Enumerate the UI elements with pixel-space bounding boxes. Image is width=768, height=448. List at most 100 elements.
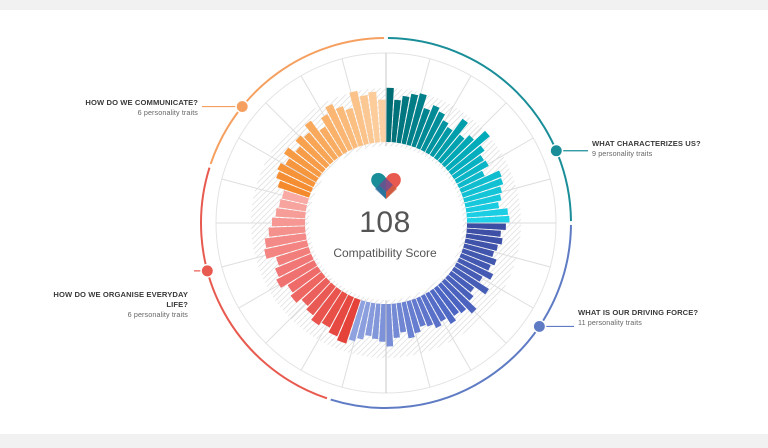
- chart-bar: [396, 95, 410, 144]
- connector-dot: [532, 319, 547, 334]
- chart-bar: [391, 99, 401, 143]
- chart-bar: [465, 202, 500, 213]
- chart-bar: [401, 93, 419, 145]
- chart-bar: [277, 180, 311, 198]
- chart-bar: [345, 107, 364, 147]
- category-label-driving-force: WHAT IS OUR DRIVING FORCE? 11 personalit…: [578, 308, 728, 328]
- chart-bar: [457, 170, 485, 189]
- chart-bar: [321, 291, 348, 328]
- chart-bar: [466, 228, 501, 237]
- chart-bar: [433, 118, 468, 161]
- category-label-characterizes: WHAT CHARACTERIZES US? 9 personality tra…: [592, 139, 742, 159]
- chart-bar: [454, 262, 483, 282]
- heart-lower-left: [375, 185, 386, 199]
- chart-bar: [420, 294, 442, 329]
- chart-bar: [463, 186, 503, 203]
- category-subtitle: 6 personality traits: [137, 108, 198, 117]
- chart-bar: [275, 253, 314, 277]
- chart-bar: [365, 302, 376, 337]
- chart-bar: [311, 287, 342, 326]
- chart-bar: [368, 91, 380, 143]
- chart-bar: [303, 132, 334, 165]
- chart-bar: [371, 303, 381, 340]
- chart-bar: [304, 120, 339, 161]
- chart-bar: [359, 94, 375, 144]
- compatibility-score: 108: [359, 206, 411, 239]
- chart-bar: [466, 208, 509, 218]
- chart-bar: [464, 238, 498, 251]
- chart-bar: [386, 87, 394, 143]
- chart-bar: [445, 274, 474, 301]
- chart-bar: [321, 114, 348, 155]
- chart-bar: [335, 106, 358, 149]
- chart-bar: [277, 162, 316, 188]
- chart-bar: [285, 158, 319, 183]
- chart-bar: [336, 297, 361, 344]
- chart-bar: [437, 282, 467, 314]
- chart-bar: [433, 285, 460, 316]
- chart-bar: [275, 247, 311, 266]
- category-title: WHAT IS OUR DRIVING FORCE?: [578, 308, 699, 317]
- heart-lower-right: [386, 185, 397, 199]
- chart-bar: [441, 278, 477, 314]
- chart-bar: [275, 208, 306, 219]
- category-subtitle: 11 personality traits: [578, 318, 642, 327]
- chart-bar: [278, 199, 307, 212]
- chart-bar: [306, 282, 336, 316]
- chart-bar: [271, 217, 306, 227]
- chart-bar: [411, 107, 431, 148]
- chart-bar: [466, 223, 506, 230]
- chart-bar: [287, 266, 322, 293]
- connector-dot: [200, 263, 215, 278]
- chart-bar: [319, 126, 343, 158]
- chart-bar: [401, 301, 415, 339]
- category-label-communicate: HOW DO WE COMMUNICATE? 6 personality tra…: [40, 98, 198, 118]
- group-arc: [200, 167, 328, 400]
- category-subtitle: 9 personality traits: [592, 149, 653, 158]
- chart-bar: [264, 240, 309, 259]
- chart-bar: [448, 270, 475, 293]
- chart-bar: [276, 260, 318, 288]
- chart-bar: [396, 302, 407, 333]
- group-arc: [387, 37, 572, 222]
- chart-bar: [328, 294, 354, 337]
- chart-bar: [295, 135, 330, 169]
- chart-bar: [391, 303, 400, 338]
- group-arc: [330, 224, 572, 409]
- chart-bar: [379, 303, 386, 342]
- chart-bar: [283, 147, 322, 178]
- chart-bar: [377, 99, 386, 143]
- chart-bar: [264, 233, 307, 248]
- chart-bar: [441, 135, 474, 168]
- chart-bar: [420, 111, 445, 152]
- chart-bar: [281, 190, 309, 205]
- chart-bar: [437, 134, 465, 164]
- chart-bar: [463, 243, 495, 258]
- category-title: WHAT CHARACTERIZES US?: [592, 139, 701, 148]
- category-title: HOW DO WE ORGANISE EVERYDAY LIFE?: [53, 290, 188, 309]
- chart-bar: [276, 171, 314, 193]
- heart-icon: [371, 173, 401, 199]
- category-label-organise: HOW DO WE ORGANISE EVERYDAY LIFE? 6 pers…: [30, 290, 188, 320]
- chart-bar: [429, 288, 457, 324]
- chart-bar: [268, 226, 306, 237]
- chart-bar: [459, 170, 502, 193]
- radial-chart: [194, 37, 588, 409]
- chart-bar: [451, 266, 489, 295]
- chart-bar: [445, 130, 490, 172]
- chart-bar: [465, 233, 503, 245]
- chart-bar: [349, 90, 369, 146]
- chart-bar: [386, 303, 394, 347]
- chart-bar: [451, 155, 484, 180]
- group-arc: [209, 37, 385, 165]
- chart-bar: [454, 160, 489, 184]
- chart-bar: [448, 145, 485, 176]
- chart-bar: [295, 146, 326, 173]
- chart-bar: [425, 291, 447, 322]
- chart-bar: [461, 178, 504, 198]
- chart-bar: [461, 248, 497, 266]
- grid-spoke: [238, 137, 318, 184]
- chart-bar: [429, 127, 453, 158]
- chart-bar: [457, 257, 494, 280]
- chart-bar: [416, 296, 434, 327]
